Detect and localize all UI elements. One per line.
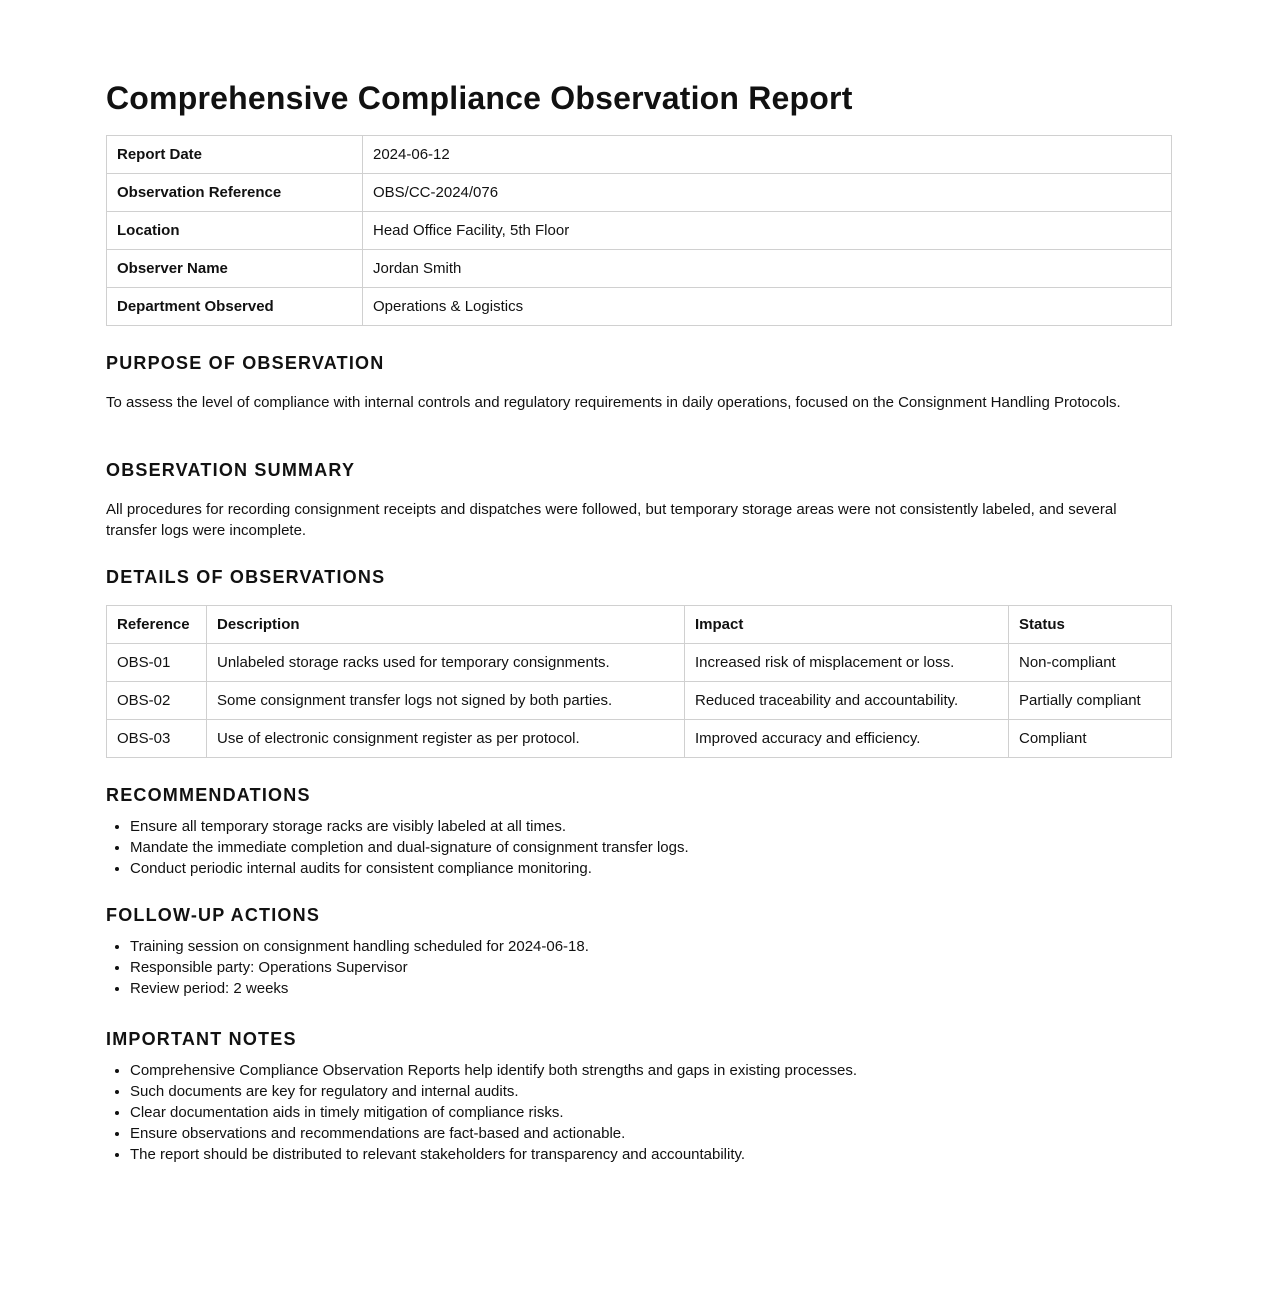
column-header: Impact <box>684 605 1009 644</box>
list-item: Training session on consignment handling… <box>130 936 589 957</box>
page-title: Comprehensive Compliance Observation Rep… <box>106 80 853 116</box>
column-header: Reference <box>106 605 207 644</box>
list-item: Responsible party: Operations Supervisor <box>130 957 589 978</box>
cell-reference: OBS-03 <box>106 719 207 758</box>
info-label: Report Date <box>106 135 363 174</box>
info-label: Department Observed <box>106 287 363 326</box>
summary-text: All procedures for recording consignment… <box>106 501 1117 539</box>
column-header: Status <box>1008 605 1172 644</box>
list-item: Clear documentation aids in timely mitig… <box>130 1102 857 1123</box>
table-row: OBS-03 Use of electronic consignment regi… <box>106 719 1172 758</box>
purpose-text: To assess the level of compliance with i… <box>106 394 1121 411</box>
cell-description: Unlabeled storage racks used for tempora… <box>206 643 685 682</box>
table-row: OBS-02 Some consignment transfer logs not… <box>106 681 1172 720</box>
table-row: Department Observed Operations & Logistic… <box>106 287 1172 326</box>
notes-list: Comprehensive Compliance Observation Rep… <box>106 1060 857 1165</box>
cell-status: Compliant <box>1008 719 1172 758</box>
list-item: Ensure all temporary storage racks are v… <box>130 816 689 837</box>
info-value: OBS/CC-2024/076 <box>362 173 1172 212</box>
cell-status: Non-compliant <box>1008 643 1172 682</box>
info-label: Observation Reference <box>106 173 363 212</box>
notes-heading: IMPORTANT NOTES <box>106 1029 297 1049</box>
purpose-heading: PURPOSE OF OBSERVATION <box>106 353 385 373</box>
followup-heading: FOLLOW-UP ACTIONS <box>106 905 321 925</box>
list-item: Comprehensive Compliance Observation Rep… <box>130 1060 857 1081</box>
table-row: OBS-01 Unlabeled storage racks used for t… <box>106 643 1172 682</box>
table-row: Observation Reference OBS/CC-2024/076 <box>106 173 1172 212</box>
followup-list: Training session on consignment handling… <box>106 936 589 999</box>
table-row: Report Date 2024-06-12 <box>106 135 1172 174</box>
details-heading: DETAILS OF OBSERVATIONS <box>106 567 386 587</box>
cell-description: Use of electronic consignment register a… <box>206 719 685 758</box>
cell-description: Some consignment transfer logs not signe… <box>206 681 685 720</box>
cell-impact: Reduced traceability and accountability. <box>684 681 1009 720</box>
cell-reference: OBS-01 <box>106 643 207 682</box>
list-item: The report should be distributed to rele… <box>130 1144 857 1165</box>
cell-impact: Increased risk of misplacement or loss. <box>684 643 1009 682</box>
cell-reference: OBS-02 <box>106 681 207 720</box>
recommendations-heading: RECOMMENDATIONS <box>106 785 311 805</box>
list-item: Such documents are key for regulatory an… <box>130 1081 857 1102</box>
info-label: Location <box>106 211 363 250</box>
info-value: Operations & Logistics <box>362 287 1172 326</box>
info-label: Observer Name <box>106 249 363 288</box>
cell-impact: Improved accuracy and efficiency. <box>684 719 1009 758</box>
list-item: Mandate the immediate completion and dua… <box>130 837 689 858</box>
list-item: Conduct periodic internal audits for con… <box>130 858 689 879</box>
table-row: Observer Name Jordan Smith <box>106 249 1172 288</box>
table-header-row: Reference Description Impact Status <box>106 605 1172 644</box>
recommendations-list: Ensure all temporary storage racks are v… <box>106 816 689 879</box>
info-value: 2024-06-12 <box>362 135 1172 174</box>
info-value: Head Office Facility, 5th Floor <box>362 211 1172 250</box>
info-value: Jordan Smith <box>362 249 1172 288</box>
list-item: Review period: 2 weeks <box>130 978 589 999</box>
list-item: Ensure observations and recommendations … <box>130 1123 857 1144</box>
info-table: Report Date 2024-06-12 Observation Refere… <box>106 135 1172 326</box>
column-header: Description <box>206 605 685 644</box>
cell-status: Partially compliant <box>1008 681 1172 720</box>
table-row: Location Head Office Facility, 5th Floor <box>106 211 1172 250</box>
summary-heading: OBSERVATION SUMMARY <box>106 460 356 480</box>
details-table: Reference Description Impact Status OBS-… <box>106 605 1172 758</box>
